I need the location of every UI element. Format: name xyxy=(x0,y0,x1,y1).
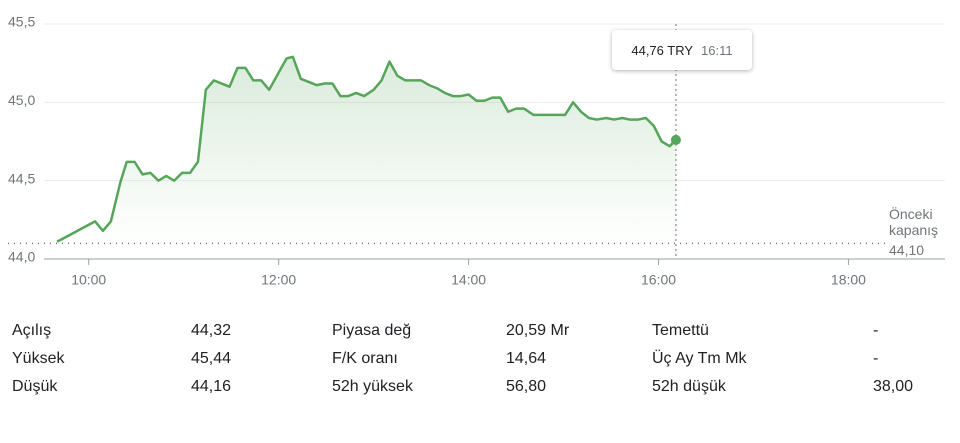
x-tick-label: 18:00 xyxy=(831,272,866,288)
stat-label: F/K oranı xyxy=(332,350,398,367)
stat-label: Yüksek xyxy=(12,350,65,367)
stat-value: 44,16 xyxy=(191,378,232,395)
price-line xyxy=(56,55,677,243)
stat-label: Piyasa değ xyxy=(332,322,412,339)
x-tick-label: 16:00 xyxy=(641,272,676,288)
x-tick-label: 12:00 xyxy=(261,272,296,288)
y-tick-label: 45,5 xyxy=(8,14,35,30)
stat-value: 20,59 Mr xyxy=(506,322,570,339)
tooltip-price: 44,76 TRY xyxy=(631,42,694,58)
stat-label: Üç Ay Tm Mk xyxy=(652,350,747,367)
y-tick-label: 45,0 xyxy=(8,92,35,108)
x-tick-label: 10:00 xyxy=(71,272,106,288)
stat-label: Temettü xyxy=(652,322,709,339)
stat-label: Düşük xyxy=(12,378,58,395)
stat-value: 38,00 xyxy=(873,378,914,395)
stat-value: - xyxy=(873,350,879,367)
tooltip: 44,76 TRY 16:11 xyxy=(612,30,752,70)
y-tick-label: 44,0 xyxy=(8,249,35,265)
stat-value: 45,44 xyxy=(191,350,232,367)
tooltip-time: 16:11 xyxy=(701,42,733,58)
x-tick-label: 14:00 xyxy=(451,272,486,288)
stat-value: 56,80 xyxy=(506,378,547,395)
chart: 44,0 44,5 45,0 45,5 10:00 12:00 14:00 16:00 18:0… xyxy=(8,14,945,288)
stat-label: 52h düşük xyxy=(652,378,726,395)
stat-value: 44,32 xyxy=(191,322,232,339)
last-point xyxy=(670,134,681,145)
stat-value: - xyxy=(873,322,879,339)
area xyxy=(57,56,676,244)
stat-label: Açılış xyxy=(12,322,52,339)
reference-label: Önceki kapanış xyxy=(889,206,939,238)
y-tick-label: 44,5 xyxy=(8,170,35,186)
stat-value: 14,64 xyxy=(506,350,547,367)
stat-label: 52h yüksek xyxy=(332,378,413,395)
reference-value: 44,10 xyxy=(889,242,925,258)
